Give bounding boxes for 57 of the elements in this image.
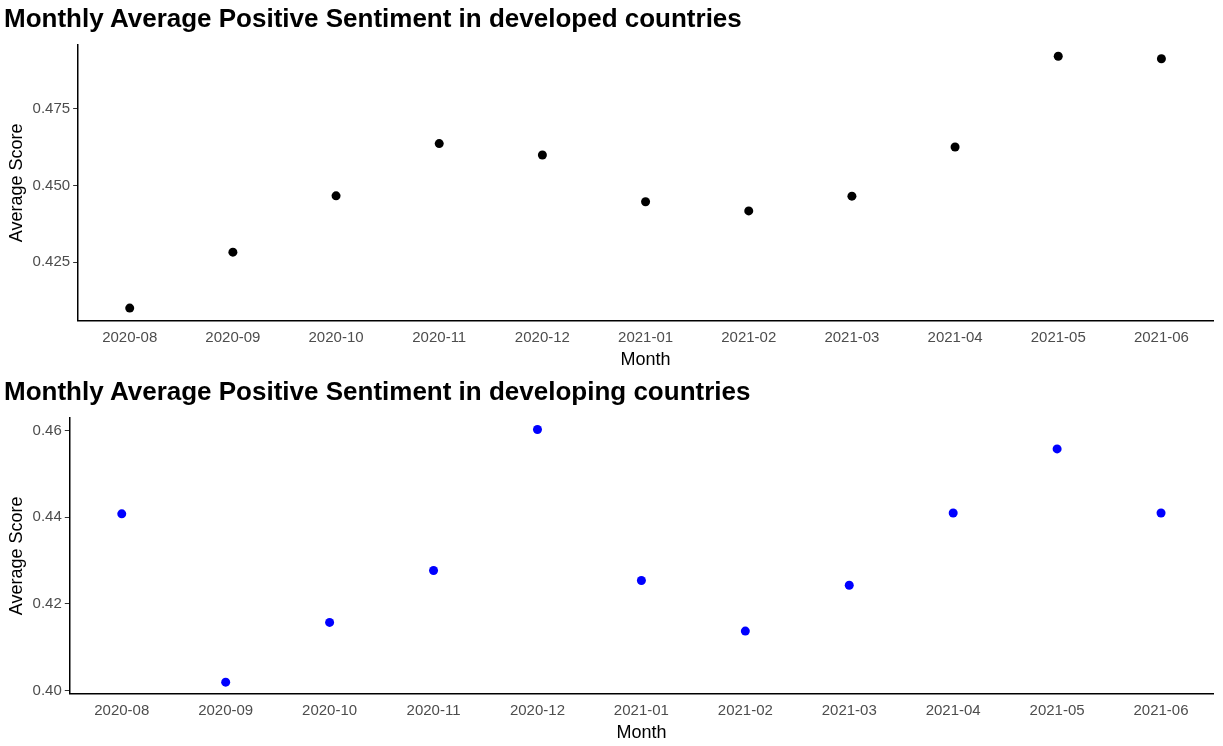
point bbox=[1156, 54, 1166, 64]
x-tick-label: 2021-04 bbox=[927, 327, 983, 345]
point bbox=[537, 150, 547, 160]
point bbox=[744, 206, 754, 216]
x-tick-label: 2021-03 bbox=[824, 327, 880, 345]
x-tick-label: 2021-05 bbox=[1029, 700, 1085, 718]
point bbox=[434, 139, 444, 149]
point bbox=[325, 617, 335, 627]
point bbox=[1156, 508, 1166, 518]
x-tick-label: 2020-09 bbox=[198, 700, 254, 718]
x-axis-title: Month bbox=[616, 722, 667, 743]
y-axis-title: Average Score bbox=[5, 123, 26, 243]
x-tick-label: 2021-01 bbox=[618, 327, 674, 345]
x-tick-label: 2020-12 bbox=[509, 700, 565, 718]
y-tick-label: 0.40 bbox=[32, 680, 62, 698]
point bbox=[641, 197, 651, 207]
point bbox=[1052, 444, 1062, 454]
point bbox=[636, 575, 646, 585]
x-tick-label: 2021-02 bbox=[717, 700, 773, 718]
point bbox=[331, 191, 341, 201]
x-tick-label: 2020-08 bbox=[94, 700, 150, 718]
x-tick-label: 2020-12 bbox=[514, 327, 570, 345]
x-tick-label: 2020-11 bbox=[412, 327, 467, 345]
y-axis-title: Average Score bbox=[5, 496, 26, 616]
x-tick-label: 2021-04 bbox=[925, 700, 981, 718]
x-tick-label: 2020-08 bbox=[102, 327, 158, 345]
x-tick-label: 2020-11 bbox=[406, 700, 461, 718]
y-tick-label: 0.46 bbox=[32, 420, 62, 438]
point bbox=[740, 626, 750, 636]
point bbox=[948, 508, 958, 518]
x-tick-label: 2021-06 bbox=[1133, 327, 1189, 345]
x-tick-label: 2021-05 bbox=[1030, 327, 1086, 345]
x-tick-label: 2020-10 bbox=[302, 700, 358, 718]
x-tick-label: 2020-09 bbox=[205, 327, 261, 345]
y-tick-label: 0.425 bbox=[32, 252, 71, 270]
point bbox=[532, 424, 542, 434]
x-tick-label: 2021-02 bbox=[721, 327, 777, 345]
point bbox=[221, 677, 231, 687]
point bbox=[1053, 51, 1063, 61]
x-tick-label: 2021-03 bbox=[821, 700, 877, 718]
y-tick-label: 0.42 bbox=[32, 593, 62, 611]
point bbox=[844, 580, 854, 590]
x-tick-label: 2021-06 bbox=[1133, 700, 1189, 718]
point bbox=[429, 566, 439, 576]
chart-title: Monthly Average Positive Sentiment in developing countries bbox=[4, 375, 751, 406]
chart-title: Monthly Average Positive Sentiment in developed countries bbox=[4, 2, 742, 33]
point bbox=[847, 191, 857, 201]
y-tick-label: 0.450 bbox=[32, 175, 71, 193]
y-tick-label: 0.44 bbox=[32, 507, 62, 525]
x-tick-label: 2021-01 bbox=[613, 700, 669, 718]
point bbox=[117, 509, 127, 519]
point bbox=[950, 142, 960, 152]
x-axis-title: Month bbox=[620, 349, 671, 370]
point bbox=[125, 303, 135, 313]
point bbox=[228, 247, 238, 257]
x-tick-label: 2020-10 bbox=[308, 327, 364, 345]
y-tick-label: 0.475 bbox=[32, 98, 71, 116]
